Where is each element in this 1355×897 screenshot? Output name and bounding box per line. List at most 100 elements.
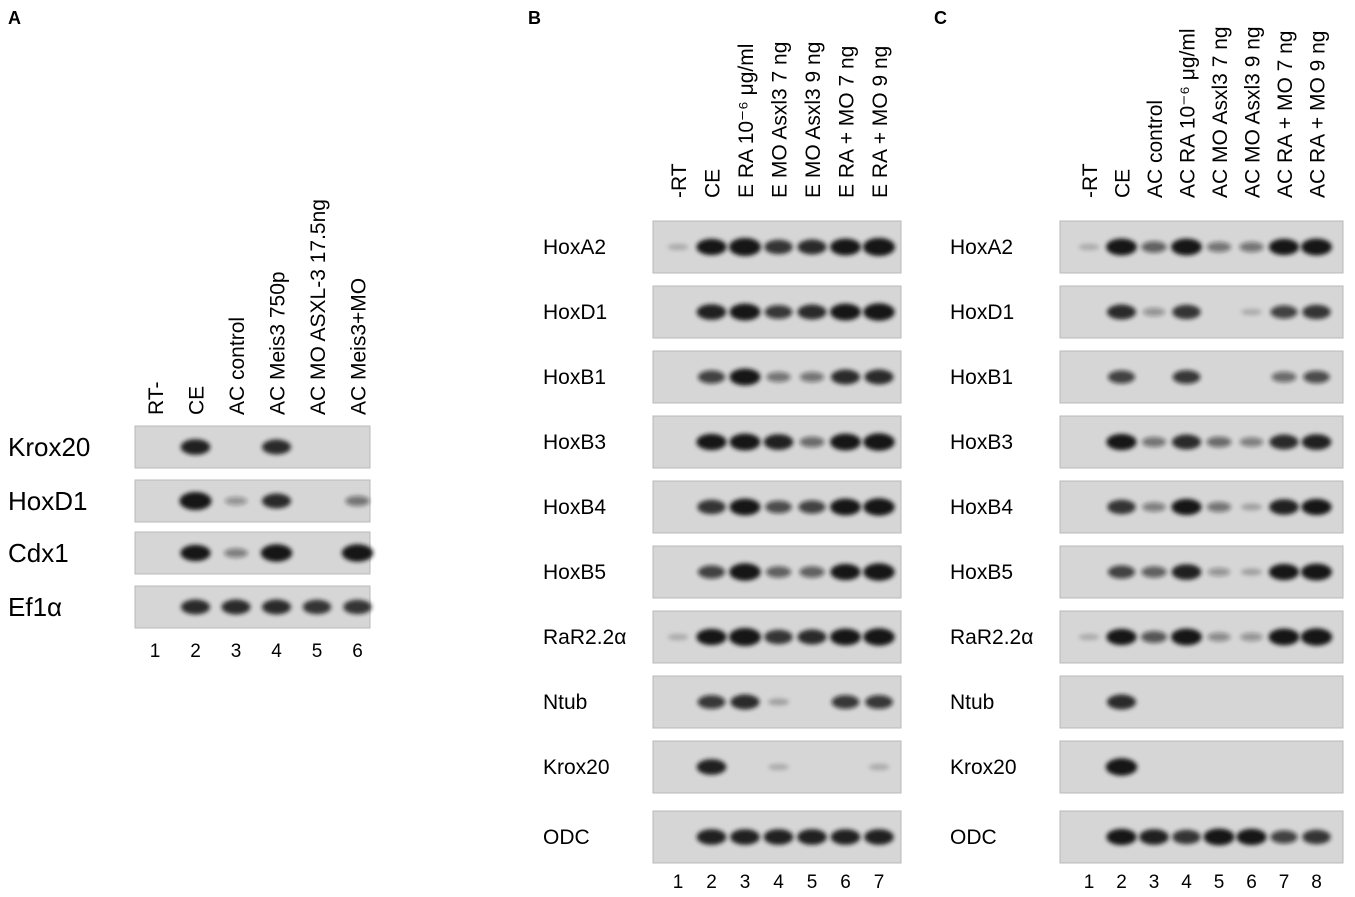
band xyxy=(1172,370,1201,384)
band xyxy=(1269,434,1299,450)
band xyxy=(1302,304,1331,320)
band xyxy=(1139,829,1169,845)
band xyxy=(767,698,790,706)
lane-header: E RA + MO 9 ng xyxy=(869,46,892,198)
band xyxy=(766,371,791,383)
band xyxy=(1141,566,1167,578)
band xyxy=(696,238,727,256)
band xyxy=(797,629,827,645)
gel-row: HoxD1 xyxy=(543,285,902,339)
band xyxy=(729,368,761,386)
gel-strip xyxy=(1059,810,1344,864)
band xyxy=(1239,437,1264,447)
gel-row: Ntub xyxy=(543,675,902,729)
band xyxy=(1301,238,1332,256)
lane-header: -RT xyxy=(668,163,691,198)
gel-row: RaR2.2α xyxy=(543,610,902,664)
band xyxy=(1236,828,1267,846)
gel-row: HoxB4 xyxy=(950,480,1344,534)
gene-label: Ntub xyxy=(950,691,994,714)
band xyxy=(1141,241,1167,253)
band xyxy=(1269,499,1299,515)
panel-letter: A xyxy=(8,8,21,28)
band xyxy=(1107,370,1136,384)
gene-label: HoxD1 xyxy=(543,301,607,324)
band xyxy=(1301,434,1332,450)
band xyxy=(865,695,893,709)
band xyxy=(830,498,861,516)
band xyxy=(1303,370,1330,384)
band xyxy=(831,695,860,709)
band xyxy=(1270,830,1298,844)
band xyxy=(730,829,760,845)
gel-strip xyxy=(1059,545,1344,599)
band xyxy=(1271,371,1297,383)
band xyxy=(697,499,726,515)
band xyxy=(1078,243,1100,251)
band xyxy=(667,243,689,251)
band xyxy=(863,303,895,321)
band xyxy=(696,433,727,451)
gel-row: HoxA2 xyxy=(543,220,902,274)
lane-header: AC MO Asxl3 7 ng xyxy=(1209,26,1232,198)
lane-number: 2 xyxy=(190,641,201,662)
gel-strip xyxy=(134,479,371,523)
gene-label: ODC xyxy=(543,826,590,849)
band xyxy=(224,496,248,506)
lane-number: 1 xyxy=(150,641,161,662)
band xyxy=(863,238,895,256)
band xyxy=(729,303,761,321)
band xyxy=(1240,568,1263,576)
band xyxy=(1301,498,1332,516)
band xyxy=(696,304,727,320)
band xyxy=(830,433,861,451)
band xyxy=(768,763,789,771)
band xyxy=(262,599,291,615)
band xyxy=(1302,829,1331,845)
band xyxy=(345,495,370,507)
gel-row: HoxB1 xyxy=(950,350,1344,404)
gene-label: HoxB3 xyxy=(950,431,1013,454)
band xyxy=(1107,499,1136,515)
lane-header: CE xyxy=(186,386,209,415)
gene-label: HoxA2 xyxy=(543,236,606,259)
lane-number: 5 xyxy=(807,872,818,893)
gene-label: Krox20 xyxy=(543,756,610,779)
band xyxy=(1078,633,1100,641)
lane-header: CE xyxy=(1112,169,1135,198)
lane-number: 4 xyxy=(271,641,282,662)
band xyxy=(1106,433,1137,451)
band xyxy=(763,829,794,845)
lane-number: 6 xyxy=(1246,872,1257,893)
band xyxy=(1268,238,1300,256)
band xyxy=(262,493,291,509)
band xyxy=(1239,241,1264,253)
gel-row: RaR2.2α xyxy=(950,610,1344,664)
gel-strip xyxy=(1059,740,1344,794)
gel-row: Cdx1 xyxy=(8,531,374,575)
band xyxy=(221,599,251,615)
band xyxy=(343,599,372,615)
lane-header: AC Meis3 750p xyxy=(267,271,290,415)
lane-number: 6 xyxy=(840,872,851,893)
lane-header: AC MO ASXL-3 17.5ng xyxy=(307,199,330,415)
lane-number: 7 xyxy=(1279,872,1290,893)
band xyxy=(1106,628,1137,646)
band xyxy=(729,563,761,581)
gene-label: HoxB1 xyxy=(950,366,1013,389)
band xyxy=(696,759,727,775)
gene-label: Ntub xyxy=(543,691,587,714)
lane-number: 5 xyxy=(312,641,323,662)
gel-strip xyxy=(652,675,902,729)
gene-label: HoxB1 xyxy=(543,366,606,389)
band xyxy=(1206,241,1232,253)
gene-label: Ef1α xyxy=(8,592,62,622)
band xyxy=(797,829,827,845)
band xyxy=(1240,632,1263,642)
lane-number: 1 xyxy=(673,872,684,893)
band xyxy=(1171,564,1202,580)
band xyxy=(667,633,689,641)
gel-row: HoxD1 xyxy=(8,479,371,523)
gene-label: HoxB4 xyxy=(543,496,606,519)
